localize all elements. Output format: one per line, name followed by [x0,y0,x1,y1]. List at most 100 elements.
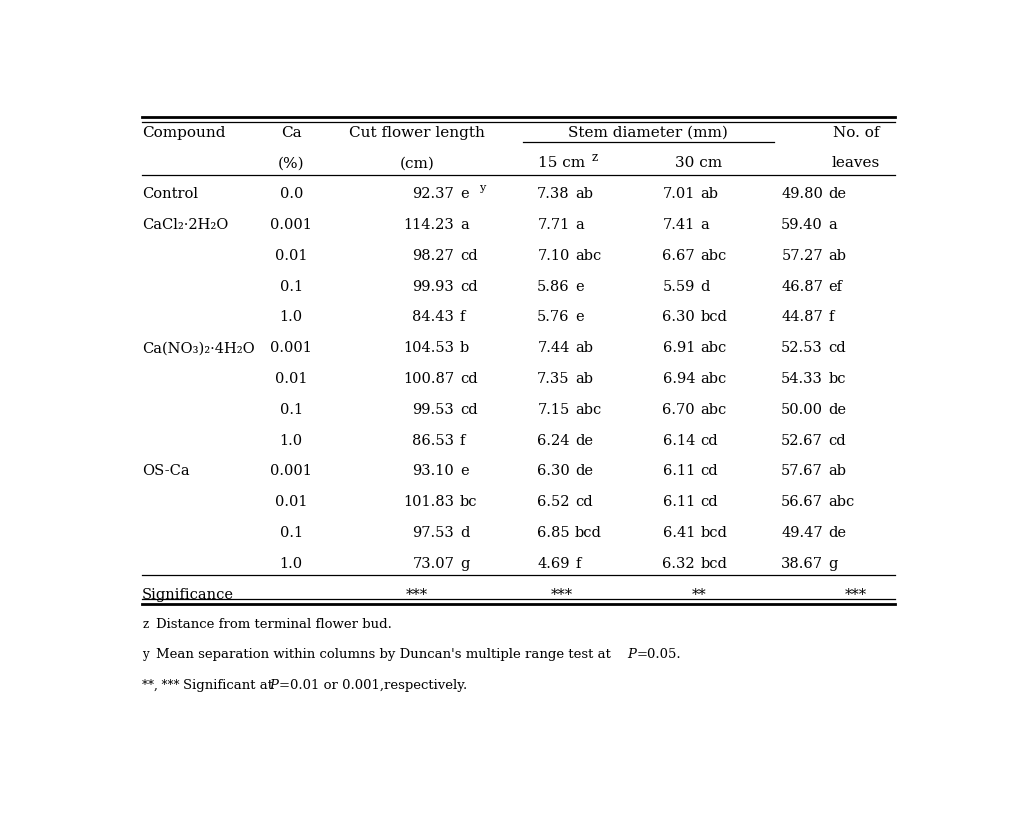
Text: ab: ab [828,249,845,263]
Text: (%): (%) [278,156,304,170]
Text: 49.80: 49.80 [780,188,822,201]
Text: 6.14: 6.14 [662,433,695,447]
Text: 100.87: 100.87 [402,372,454,386]
Text: f: f [459,310,465,324]
Text: bcd: bcd [574,526,602,540]
Text: 5.86: 5.86 [537,279,569,293]
Text: 57.67: 57.67 [780,464,822,478]
Text: de: de [574,464,592,478]
Text: bcd: bcd [700,310,727,324]
Text: 0.1: 0.1 [279,403,302,417]
Text: cd: cd [459,279,477,293]
Text: ***: *** [405,587,428,602]
Text: 92.37: 92.37 [412,188,454,201]
Text: f: f [459,433,465,447]
Text: 49.47: 49.47 [780,526,822,540]
Text: 99.53: 99.53 [412,403,454,417]
Text: ab: ab [574,372,592,386]
Text: abc: abc [700,403,726,417]
Text: 57.27: 57.27 [780,249,822,263]
Text: 6.32: 6.32 [662,557,695,571]
Text: b: b [459,342,469,355]
Text: Significance: Significance [142,587,234,602]
Text: e: e [574,279,583,293]
Text: cd: cd [828,342,845,355]
Text: 54.33: 54.33 [780,372,822,386]
Text: 6.67: 6.67 [662,249,695,263]
Text: e: e [574,310,583,324]
Text: 59.40: 59.40 [780,218,822,232]
Text: 44.87: 44.87 [780,310,822,324]
Text: bc: bc [828,372,845,386]
Text: 0.1: 0.1 [279,526,302,540]
Text: 0.01: 0.01 [275,495,307,509]
Text: No. of: No. of [832,125,879,139]
Text: cd: cd [700,464,718,478]
Text: abc: abc [700,249,726,263]
Text: 6.11: 6.11 [662,464,695,478]
Text: 50.00: 50.00 [780,403,822,417]
Text: 98.27: 98.27 [412,249,454,263]
Text: e: e [459,188,468,201]
Text: (cm): (cm) [399,156,434,170]
Text: 99.93: 99.93 [412,279,454,293]
Text: a: a [459,218,468,232]
Text: abc: abc [700,372,726,386]
Text: ab: ab [574,342,592,355]
Text: g: g [459,557,469,571]
Text: 5.59: 5.59 [662,279,695,293]
Text: d: d [700,279,710,293]
Text: 7.01: 7.01 [662,188,695,201]
Text: 15 cm: 15 cm [538,156,584,170]
Text: Control: Control [142,188,198,201]
Text: abc: abc [574,403,601,417]
Text: z: z [142,618,149,631]
Text: 46.87: 46.87 [780,279,822,293]
Text: 7.38: 7.38 [537,188,569,201]
Text: cd: cd [828,433,845,447]
Text: 1.0: 1.0 [279,557,302,571]
Text: 6.85: 6.85 [537,526,569,540]
Text: 0.01: 0.01 [275,249,307,263]
Text: 38.67: 38.67 [780,557,822,571]
Text: de: de [828,188,845,201]
Text: CaCl₂·2H₂O: CaCl₂·2H₂O [142,218,228,232]
Text: cd: cd [574,495,592,509]
Text: 4.69: 4.69 [537,557,569,571]
Text: 104.53: 104.53 [403,342,454,355]
Text: 52.53: 52.53 [780,342,822,355]
Text: abc: abc [574,249,601,263]
Text: **, ***: **, *** [142,679,180,692]
Text: 30 cm: 30 cm [674,156,722,170]
Text: a: a [700,218,709,232]
Text: 0.001: 0.001 [270,464,311,478]
Text: f: f [828,310,833,324]
Text: e: e [459,464,468,478]
Text: 7.41: 7.41 [662,218,695,232]
Text: 6.24: 6.24 [537,433,569,447]
Text: cd: cd [459,372,477,386]
Text: bcd: bcd [700,526,727,540]
Text: 1.0: 1.0 [279,433,302,447]
Text: Ca(NO₃)₂·4H₂O: Ca(NO₃)₂·4H₂O [142,342,255,355]
Text: 0.001: 0.001 [270,218,311,232]
Text: 6.70: 6.70 [662,403,695,417]
Text: ab: ab [574,188,592,201]
Text: abc: abc [700,342,726,355]
Text: 84.43: 84.43 [412,310,454,324]
Text: bcd: bcd [700,557,727,571]
Text: leaves: leaves [831,156,880,170]
Text: 93.10: 93.10 [412,464,454,478]
Text: =0.01 or 0.001,respectively.: =0.01 or 0.001,respectively. [278,679,466,692]
Text: g: g [828,557,837,571]
Text: de: de [574,433,592,447]
Text: cd: cd [459,403,477,417]
Text: 5.76: 5.76 [537,310,569,324]
Text: cd: cd [700,433,718,447]
Text: Stem diameter (mm): Stem diameter (mm) [567,125,727,139]
Text: a: a [828,218,836,232]
Text: 114.23: 114.23 [403,218,454,232]
Text: Compound: Compound [142,125,225,139]
Text: ***: *** [550,587,572,602]
Text: cd: cd [700,495,718,509]
